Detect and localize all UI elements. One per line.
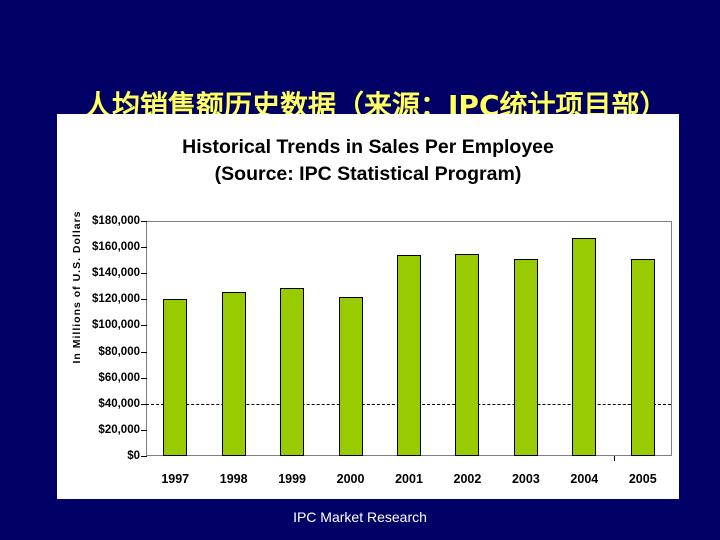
x-tick-label: 2002 (453, 472, 482, 486)
y-tick-label: $80,000 (98, 345, 140, 358)
y-tick-label: $100,000 (92, 319, 140, 332)
y-tick-mark (141, 247, 147, 249)
y-tick-mark (141, 273, 147, 275)
y-tick-mark (141, 429, 147, 431)
y-tick-label: $20,000 (98, 423, 140, 436)
bar-2005 (630, 258, 655, 456)
x-tick-label: 2003 (511, 472, 540, 486)
bar-1998 (221, 291, 246, 456)
y-tick-mark (141, 299, 147, 301)
y-tick-label: $140,000 (92, 267, 140, 280)
x-tick-label: 1997 (161, 472, 190, 486)
y-tick-label: $120,000 (92, 293, 140, 306)
y-tick-mark (141, 456, 147, 457)
y-tick-mark (141, 221, 147, 222)
y-tick-label: $160,000 (92, 241, 140, 254)
y-tick-label: $0 (127, 450, 140, 462)
y-tick-label: $180,000 (92, 215, 140, 227)
x-tick-label: 2005 (628, 472, 657, 486)
x-tick-label: 2001 (395, 472, 423, 486)
x-tick-mark (613, 456, 615, 461)
y-tick-label: $60,000 (98, 371, 140, 384)
bar-1997 (163, 299, 188, 456)
chart-subtitle: (Source: IPC Statistical Program) (214, 163, 522, 185)
plot-area (141, 221, 672, 457)
chart-panel: Historical Trends in Sales Per Employee … (57, 114, 679, 499)
x-tick-label: 1999 (278, 472, 307, 486)
x-tick-label: 1998 (219, 472, 248, 486)
x-tick-label: 2004 (570, 472, 599, 486)
bar-1999 (280, 287, 305, 456)
bar-2000 (338, 296, 363, 456)
slide-footer: IPC Market Research (293, 509, 427, 525)
y-tick-mark (141, 351, 147, 353)
bar-2003 (513, 258, 538, 456)
bar-2002 (455, 253, 480, 456)
bar-2001 (397, 254, 421, 456)
y-tick-mark (141, 377, 147, 379)
y-tick-mark (141, 325, 147, 327)
y-tick-label: $40,000 (98, 397, 140, 410)
y-axis-label: In Millions of U.S. Dollars (71, 210, 83, 364)
x-tick-label: 2000 (336, 472, 365, 486)
bar-2004 (572, 237, 597, 456)
chart-title: Historical Trends in Sales Per Employee (182, 136, 554, 158)
